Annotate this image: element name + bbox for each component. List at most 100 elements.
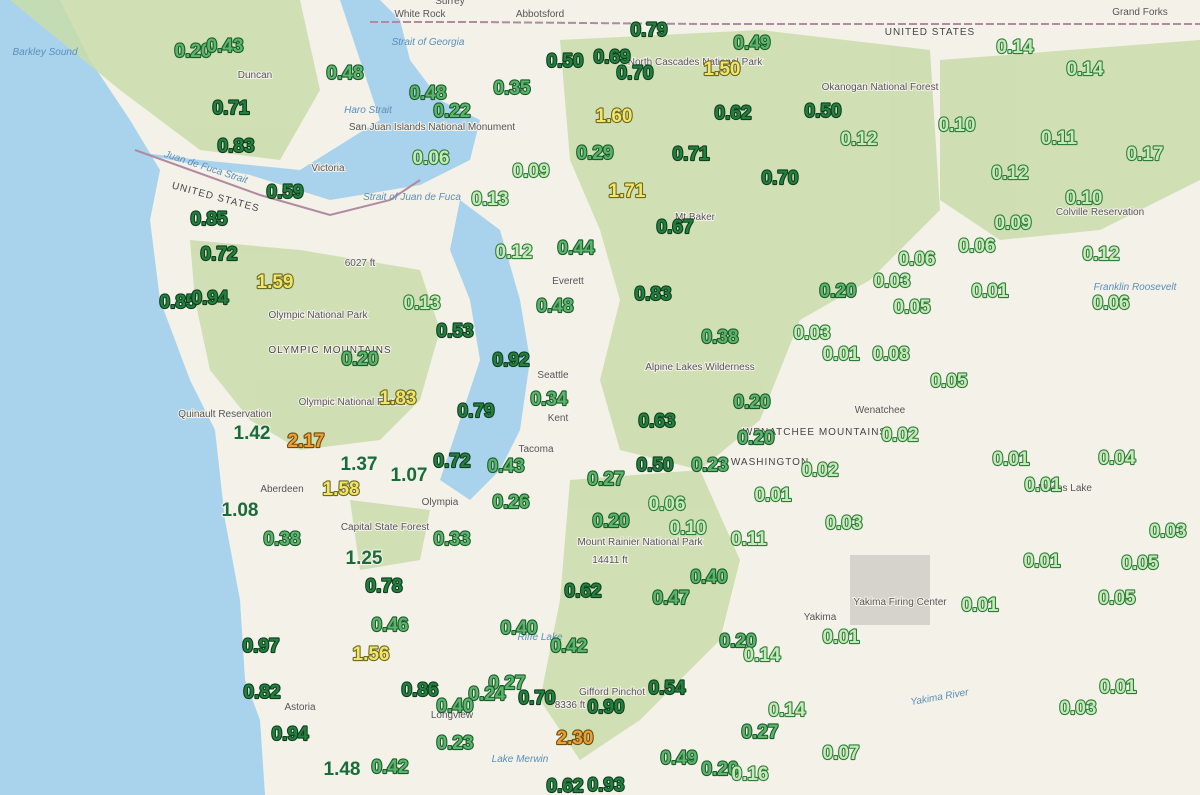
precip-value: 0.26 <box>493 492 530 513</box>
precip-value: 0.14 <box>769 700 806 721</box>
place-label: Yakima <box>804 612 837 623</box>
precip-value: 0.90 <box>588 697 625 718</box>
precip-value: 1.08 <box>222 500 259 521</box>
place-label: Aberdeen <box>260 484 303 495</box>
precip-value: 0.06 <box>899 249 936 270</box>
precip-value: 0.17 <box>1127 144 1164 165</box>
precip-value: 0.50 <box>637 455 674 476</box>
place-label: Victoria <box>311 163 345 174</box>
precip-value: 0.44 <box>558 238 595 259</box>
precip-value: 1.37 <box>341 454 378 475</box>
precip-value: 0.40 <box>691 567 728 588</box>
strait <box>120 0 480 200</box>
precip-value: 1.07 <box>391 465 428 486</box>
precip-value: 0.70 <box>762 168 799 189</box>
precip-value: 0.40 <box>501 618 538 639</box>
precip-value: 0.01 <box>993 449 1030 470</box>
precip-value: 0.29 <box>577 143 614 164</box>
precip-value: 1.60 <box>596 106 633 127</box>
precip-value: 0.02 <box>802 460 839 481</box>
place-label: Duncan <box>238 70 272 81</box>
precip-value: 0.71 <box>213 98 250 119</box>
place-label: White Rock <box>394 9 446 20</box>
precip-value: 0.01 <box>823 344 860 365</box>
precip-value: 2.30 <box>557 728 594 749</box>
precip-value: 0.20 <box>720 631 757 652</box>
place-label: Wenatchee <box>855 405 906 416</box>
precip-value: 0.14 <box>997 37 1034 58</box>
precip-value: 0.48 <box>327 63 364 84</box>
precip-value: 0.12 <box>1083 244 1120 265</box>
precip-value: 1.58 <box>323 479 360 500</box>
place-label: Capital State Forest <box>341 522 430 533</box>
precip-value: 0.48 <box>537 296 574 317</box>
place-label: UNITED STATES <box>885 27 975 38</box>
precip-value: 0.13 <box>404 293 441 314</box>
place-label: North Cascades National Park <box>628 57 764 68</box>
place-label: Olympia <box>422 497 459 508</box>
precip-value: 0.06 <box>959 236 996 257</box>
precip-value: 0.38 <box>264 529 301 550</box>
precip-value: 0.11 <box>1041 128 1077 149</box>
precip-value: 0.70 <box>519 688 556 709</box>
place-label: Riffe Lake <box>517 632 562 643</box>
place-label: Moses Lake <box>1038 483 1092 494</box>
precip-value: 0.09 <box>513 161 550 182</box>
precip-value: 2.17 <box>288 431 325 452</box>
precip-value: 1.71 <box>609 181 646 202</box>
precip-value: 0.12 <box>496 242 533 263</box>
precip-value: 0.63 <box>639 411 676 432</box>
precip-value: 0.23 <box>692 455 729 476</box>
precip-value: 0.48 <box>410 83 447 104</box>
precip-value: 0.70 <box>617 63 654 84</box>
precip-value: 0.92 <box>493 350 530 371</box>
precip-value: 0.04 <box>1099 448 1136 469</box>
precip-value: 0.49 <box>661 748 698 769</box>
precip-value: 0.02 <box>882 425 919 446</box>
puget-sound <box>440 200 530 500</box>
precip-value: 0.03 <box>1150 521 1187 542</box>
place-label: Quinault Reservation <box>178 409 271 420</box>
precip-value: 0.01 <box>1024 551 1061 572</box>
precip-value: 0.06 <box>1093 293 1130 314</box>
precip-value: 0.49 <box>734 33 771 54</box>
precip-value: 0.53 <box>437 321 474 342</box>
place-label: 6027 ft <box>345 258 376 269</box>
precip-value: 0.22 <box>434 101 471 122</box>
precip-value: 1.50 <box>704 59 741 80</box>
precip-value: 0.03 <box>874 271 911 292</box>
precip-value: 1.56 <box>353 644 390 665</box>
precip-value: 0.01 <box>823 627 860 648</box>
precip-value: 0.34 <box>531 389 568 410</box>
precip-value: 0.85 <box>160 292 197 313</box>
precip-value: 0.07 <box>823 743 860 764</box>
precip-value: 0.83 <box>218 136 255 157</box>
place-label: Astoria <box>284 702 316 713</box>
place-label: Seattle <box>537 370 569 381</box>
precip-value: 0.05 <box>894 297 931 318</box>
place-label: WENATCHEE MOUNTAINS <box>743 427 887 438</box>
place-label: Lake Merwin <box>492 754 549 765</box>
precip-value: 0.10 <box>670 518 707 539</box>
precip-value: 0.10 <box>1066 188 1103 209</box>
precip-value: 0.05 <box>1099 588 1136 609</box>
place-label: Strait of Georgia <box>392 37 465 48</box>
precip-value: 0.62 <box>565 581 602 602</box>
precip-value: 0.20 <box>734 392 771 413</box>
place-label: Longview <box>431 710 474 721</box>
precip-value: 0.20 <box>593 511 630 532</box>
precip-value: 0.03 <box>794 323 831 344</box>
place-label: Yakima Firing Center <box>853 597 947 608</box>
place-label: Tacoma <box>518 444 553 455</box>
place-label: Haro Strait <box>344 105 393 116</box>
place-label: San Juan Islands National Monument <box>349 122 515 133</box>
border <box>134 149 421 217</box>
precip-value: 0.05 <box>931 371 968 392</box>
place-label: 14411 ft <box>592 555 628 566</box>
precip-value: 0.78 <box>366 576 403 597</box>
precip-value: 0.72 <box>434 451 471 472</box>
precip-value: 0.23 <box>437 733 474 754</box>
place-label: Alpine Lakes Wilderness <box>645 362 755 373</box>
precip-value: 0.86 <box>402 680 439 701</box>
